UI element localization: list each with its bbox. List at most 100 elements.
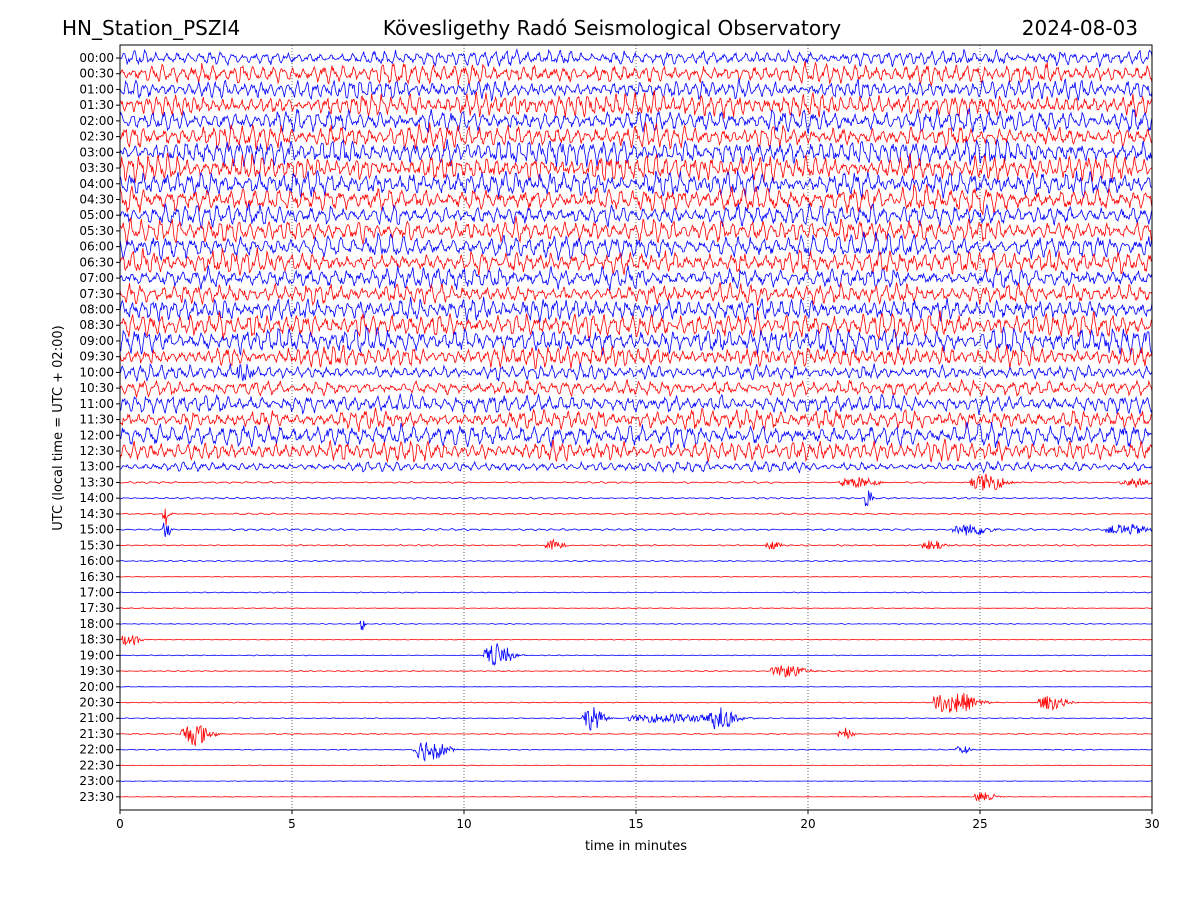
y-axis-label: UTC (local time = UTC + 02:00) bbox=[51, 325, 66, 530]
y-tick-label-15:30: 15:30 bbox=[79, 538, 114, 552]
y-tick-label-21:00: 21:00 bbox=[79, 711, 114, 725]
trace-21:00 bbox=[120, 707, 1152, 731]
trace-15:30 bbox=[120, 538, 1152, 550]
y-tick-label-06:30: 06:30 bbox=[79, 255, 114, 269]
y-tick-label-01:30: 01:30 bbox=[79, 98, 114, 112]
trace-06:30 bbox=[120, 247, 1152, 276]
trace-22:30 bbox=[120, 764, 1152, 767]
y-tick-label-02:00: 02:00 bbox=[79, 114, 114, 128]
y-tick-label-23:30: 23:30 bbox=[79, 790, 114, 804]
trace-18:00 bbox=[120, 620, 1152, 631]
trace-14:30 bbox=[120, 508, 1152, 526]
y-tick-label-22:30: 22:30 bbox=[79, 758, 114, 772]
trace-20:00 bbox=[120, 686, 1152, 688]
y-tick-label-14:30: 14:30 bbox=[79, 507, 114, 521]
trace-17:30 bbox=[120, 607, 1152, 610]
chart-title: Kövesligethy Radó Seismological Observat… bbox=[383, 16, 841, 40]
y-tick-label-00:30: 00:30 bbox=[79, 67, 114, 81]
y-tick-label-17:30: 17:30 bbox=[79, 601, 114, 615]
y-tick-label-10:00: 10:00 bbox=[79, 365, 114, 379]
x-tick-label-15: 15 bbox=[628, 817, 643, 831]
y-tick-label-13:00: 13:00 bbox=[79, 460, 114, 474]
trace-04:00 bbox=[120, 169, 1152, 199]
y-tick-label-13:30: 13:30 bbox=[79, 475, 114, 489]
trace-01:30 bbox=[120, 90, 1152, 119]
trace-23:00 bbox=[120, 780, 1152, 782]
trace-07:30 bbox=[120, 282, 1152, 307]
trace-11:00 bbox=[120, 392, 1152, 415]
trace-03:30 bbox=[120, 152, 1152, 184]
trace-05:30 bbox=[120, 216, 1152, 246]
y-tick-label-10:30: 10:30 bbox=[79, 381, 114, 395]
x-tick-label-20: 20 bbox=[800, 817, 815, 831]
trace-14:00 bbox=[120, 490, 1152, 507]
x-tick-labels: 0 5 10 15 20 25 30 bbox=[116, 810, 1160, 831]
trace-13:30 bbox=[120, 473, 1152, 491]
x-axis-label: time in minutes bbox=[585, 839, 687, 854]
x-tick-label-30: 30 bbox=[1144, 817, 1159, 831]
y-tick-label-11:30: 11:30 bbox=[79, 413, 114, 427]
trace-12:30 bbox=[120, 438, 1152, 463]
y-tick-label-01:00: 01:00 bbox=[79, 82, 114, 96]
trace-18:30 bbox=[120, 635, 1152, 646]
trace-04:30 bbox=[120, 184, 1152, 216]
y-tick-label-18:00: 18:00 bbox=[79, 617, 114, 631]
trace-23:30 bbox=[120, 792, 1152, 801]
trace-08:00 bbox=[120, 296, 1152, 323]
y-tick-label-20:30: 20:30 bbox=[79, 696, 114, 710]
trace-19:00 bbox=[120, 643, 1152, 666]
x-tick-label-0: 0 bbox=[116, 817, 124, 831]
trace-10:00 bbox=[120, 363, 1152, 383]
trace-00:30 bbox=[120, 60, 1152, 87]
trace-22:00 bbox=[120, 742, 1152, 762]
y-tick-label-11:00: 11:00 bbox=[79, 397, 114, 411]
trace-03:00 bbox=[120, 137, 1152, 169]
x-tick-label-10: 10 bbox=[456, 817, 471, 831]
trace-02:30 bbox=[120, 122, 1152, 152]
x-tick-label-5: 5 bbox=[288, 817, 296, 831]
y-tick-label-17:00: 17:00 bbox=[79, 585, 114, 599]
trace-19:30 bbox=[120, 665, 1152, 678]
trace-13:00 bbox=[120, 460, 1152, 474]
trace-15:00 bbox=[120, 522, 1152, 537]
y-tick-label-18:30: 18:30 bbox=[79, 633, 114, 647]
y-tick-label-04:30: 04:30 bbox=[79, 192, 114, 206]
record-date: 2024-08-03 bbox=[1022, 16, 1138, 40]
y-tick-label-19:30: 19:30 bbox=[79, 664, 114, 678]
y-tick-label-08:00: 08:00 bbox=[79, 303, 114, 317]
trace-16:30 bbox=[120, 575, 1152, 578]
y-tick-label-07:30: 07:30 bbox=[79, 287, 114, 301]
trace-01:00 bbox=[120, 77, 1152, 103]
y-tick-label-22:00: 22:00 bbox=[79, 743, 114, 757]
y-tick-label-12:00: 12:00 bbox=[79, 428, 114, 442]
y-tick-label-14:00: 14:00 bbox=[79, 491, 114, 505]
trace-08:30 bbox=[120, 310, 1152, 341]
trace-11:30 bbox=[120, 407, 1152, 432]
trace-16:00 bbox=[120, 559, 1152, 563]
trace-02:00 bbox=[120, 107, 1152, 134]
trace-layer bbox=[120, 48, 1152, 801]
y-tick-label-08:30: 08:30 bbox=[79, 318, 114, 332]
trace-06:00 bbox=[120, 231, 1152, 262]
trace-10:30 bbox=[120, 378, 1152, 398]
x-tick-label-25: 25 bbox=[972, 817, 987, 831]
trace-00:00 bbox=[120, 48, 1152, 69]
y-tick-label-05:30: 05:30 bbox=[79, 224, 114, 238]
y-tick-label-12:30: 12:30 bbox=[79, 444, 114, 458]
trace-21:30 bbox=[120, 725, 1152, 747]
y-tick-label-16:00: 16:00 bbox=[79, 554, 114, 568]
y-tick-label-23:00: 23:00 bbox=[79, 774, 114, 788]
y-tick-label-09:30: 09:30 bbox=[79, 350, 114, 364]
y-tick-label-15:00: 15:00 bbox=[79, 523, 114, 537]
trace-20:30 bbox=[120, 692, 1152, 713]
y-tick-label-19:00: 19:00 bbox=[79, 648, 114, 662]
y-tick-label-00:00: 00:00 bbox=[79, 51, 114, 65]
y-tick-label-06:00: 06:00 bbox=[79, 240, 114, 254]
trace-09:30 bbox=[120, 344, 1152, 370]
y-tick-label-02:30: 02:30 bbox=[79, 130, 114, 144]
trace-09:00 bbox=[120, 325, 1152, 357]
y-tick-label-16:30: 16:30 bbox=[79, 570, 114, 584]
y-tick-label-07:00: 07:00 bbox=[79, 271, 114, 285]
